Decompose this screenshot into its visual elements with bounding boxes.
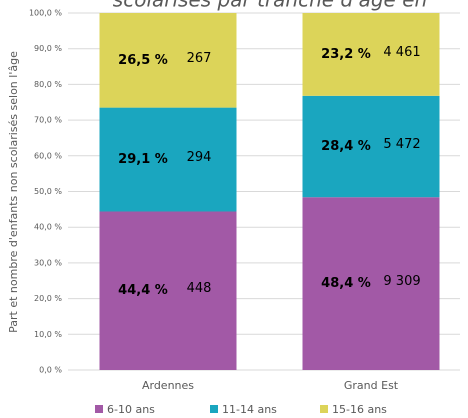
y-axis-label: Part et nombre d'enfants non scolarisés …	[7, 51, 20, 333]
x-tick-label: Grand Est	[344, 379, 399, 392]
count-label: 4 461	[383, 45, 420, 60]
y-tick-label: 10,0 %	[34, 330, 62, 339]
x-tick-label: Ardennes	[142, 379, 194, 392]
count-label: 9 309	[383, 274, 420, 289]
legend-swatch	[210, 405, 218, 413]
bar-segment	[302, 197, 440, 370]
y-tick-label: 50,0 %	[34, 187, 62, 196]
value-label: 26,5 %	[118, 53, 168, 68]
y-tick-label: 100,0 %	[29, 9, 62, 18]
count-label: 267	[187, 51, 212, 66]
value-label: 48,4 %	[321, 276, 371, 291]
bar-segment	[302, 95, 440, 198]
bar-segment	[99, 211, 237, 370]
legend-swatch	[95, 405, 103, 413]
y-tick-label: 60,0 %	[34, 151, 62, 160]
value-label: 29,1 %	[118, 152, 168, 167]
bar-segment	[99, 13, 237, 108]
legend-swatch	[320, 405, 328, 413]
legend-label: 6-10 ans	[107, 403, 155, 416]
y-tick-label: 20,0 %	[34, 294, 62, 303]
value-label: 23,2 %	[321, 47, 371, 62]
y-tick-label: 30,0 %	[34, 258, 62, 267]
legend-label: 15-16 ans	[332, 403, 387, 416]
count-label: 294	[187, 150, 212, 165]
count-label: 5 472	[383, 137, 420, 152]
legend-label: 11-14 ans	[222, 403, 277, 416]
y-tick-label: 90,0 %	[34, 44, 62, 53]
value-label: 28,4 %	[321, 139, 371, 154]
y-tick-label: 70,0 %	[34, 116, 62, 125]
y-tick-label: 40,0 %	[34, 223, 62, 232]
bar-segment	[99, 107, 237, 212]
count-label: 448	[187, 281, 212, 296]
bar-segment	[302, 13, 440, 96]
y-tick-label: 0,0 %	[39, 366, 62, 375]
y-tick-label: 80,0 %	[34, 80, 62, 89]
value-label: 44,4 %	[118, 283, 168, 298]
chart-title: scolarisés par tranche d'âge en	[113, 0, 427, 12]
